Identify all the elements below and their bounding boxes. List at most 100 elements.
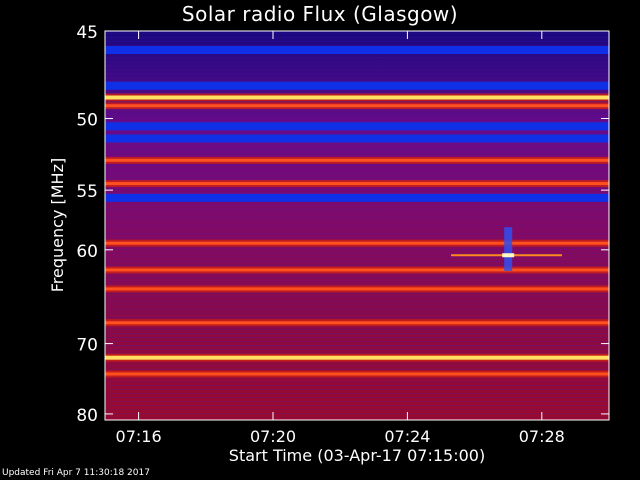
texture-strip — [105, 401, 609, 402]
dark-band — [105, 193, 609, 202]
texture-strip — [105, 409, 609, 410]
texture-strip — [105, 153, 609, 154]
bright-band — [105, 372, 609, 376]
x-tick-label: 07:28 — [519, 427, 565, 446]
texture-strip — [105, 45, 609, 46]
texture-strip — [105, 221, 609, 222]
texture-strip — [105, 33, 609, 34]
y-tick-label: 55 — [76, 182, 98, 202]
dark-band — [105, 81, 609, 90]
bright-band — [105, 182, 609, 186]
texture-strip — [105, 65, 609, 66]
texture-strip — [105, 417, 609, 418]
updated-timestamp: Updated Fri Apr 7 11:30:18 2017 — [2, 468, 150, 478]
texture-strip — [105, 225, 609, 226]
texture-strip — [105, 265, 609, 266]
bright-band — [105, 355, 609, 360]
burst-peak — [502, 253, 515, 258]
texture-strip — [105, 117, 609, 118]
bright-band — [105, 287, 609, 291]
texture-strip — [105, 165, 609, 166]
texture-strip — [105, 293, 609, 294]
texture-strip — [105, 149, 609, 150]
texture-strip — [105, 389, 609, 390]
bright-band — [105, 321, 609, 325]
texture-strip — [105, 397, 609, 398]
dark-band — [105, 122, 609, 131]
texture-strip — [105, 297, 609, 298]
texture-strip — [105, 313, 609, 314]
texture-strip — [105, 145, 609, 146]
texture-strip — [105, 169, 609, 170]
texture-strip — [105, 81, 609, 82]
dark-band — [105, 46, 609, 55]
texture-strip — [105, 341, 609, 342]
texture-strip — [105, 369, 609, 370]
y-tick-label: 50 — [76, 111, 98, 131]
texture-strip — [105, 173, 609, 174]
texture-strip — [105, 329, 609, 330]
y-axis-label: Frequency [MHz] — [48, 158, 67, 292]
texture-strip — [105, 249, 609, 250]
texture-strip — [105, 229, 609, 230]
texture-strip — [105, 109, 609, 110]
texture-strip — [105, 41, 609, 42]
texture-strip — [105, 133, 609, 134]
texture-strip — [105, 61, 609, 62]
y-tick-label: 60 — [76, 242, 98, 262]
texture-strip — [105, 37, 609, 38]
x-tick-label: 07:24 — [384, 427, 430, 446]
texture-strip — [105, 237, 609, 238]
texture-strip — [105, 281, 609, 282]
bright-band — [105, 158, 609, 162]
texture-strip — [105, 277, 609, 278]
texture-strip — [105, 273, 609, 274]
texture-strip — [105, 309, 609, 310]
texture-strip — [105, 121, 609, 122]
texture-strip — [105, 413, 609, 414]
bright-band — [105, 104, 609, 108]
texture-strip — [105, 349, 609, 350]
x-tick-label: 07:20 — [250, 427, 296, 446]
texture-strip — [105, 101, 609, 102]
texture-strip — [105, 177, 609, 178]
y-tick-label: 80 — [76, 406, 98, 426]
texture-strip — [105, 69, 609, 70]
texture-strip — [105, 333, 609, 334]
bright-band — [105, 95, 609, 100]
texture-strip — [105, 365, 609, 366]
plot-frame — [104, 30, 610, 421]
y-tick-label: 45 — [76, 23, 98, 43]
texture-strip — [105, 113, 609, 114]
texture-strip — [105, 57, 609, 58]
texture-strip — [105, 253, 609, 254]
texture-strip — [105, 189, 609, 190]
texture-strip — [105, 337, 609, 338]
texture-strip — [105, 393, 609, 394]
chart-title: Solar radio Flux (Glasgow) — [181, 2, 459, 26]
texture-strip — [105, 405, 609, 406]
texture-strip — [105, 317, 609, 318]
texture-strip — [105, 257, 609, 258]
texture-strip — [105, 353, 609, 354]
burst-column — [504, 227, 513, 271]
texture-strip — [105, 209, 609, 210]
texture-strip — [105, 205, 609, 206]
texture-strip — [105, 261, 609, 262]
texture-strip — [105, 345, 609, 346]
x-tick-label: 07:16 — [116, 427, 162, 446]
texture-strip — [105, 213, 609, 214]
texture-strip — [105, 233, 609, 234]
texture-strip — [105, 301, 609, 302]
texture-strip — [105, 217, 609, 218]
texture-strip — [105, 381, 609, 382]
texture-strip — [105, 73, 609, 74]
texture-strip — [105, 77, 609, 78]
texture-strip — [105, 193, 609, 194]
dark-band — [105, 134, 609, 143]
y-tick-label: 70 — [76, 336, 98, 356]
texture-strip — [105, 385, 609, 386]
texture-strip — [105, 305, 609, 306]
bright-band — [105, 241, 609, 245]
